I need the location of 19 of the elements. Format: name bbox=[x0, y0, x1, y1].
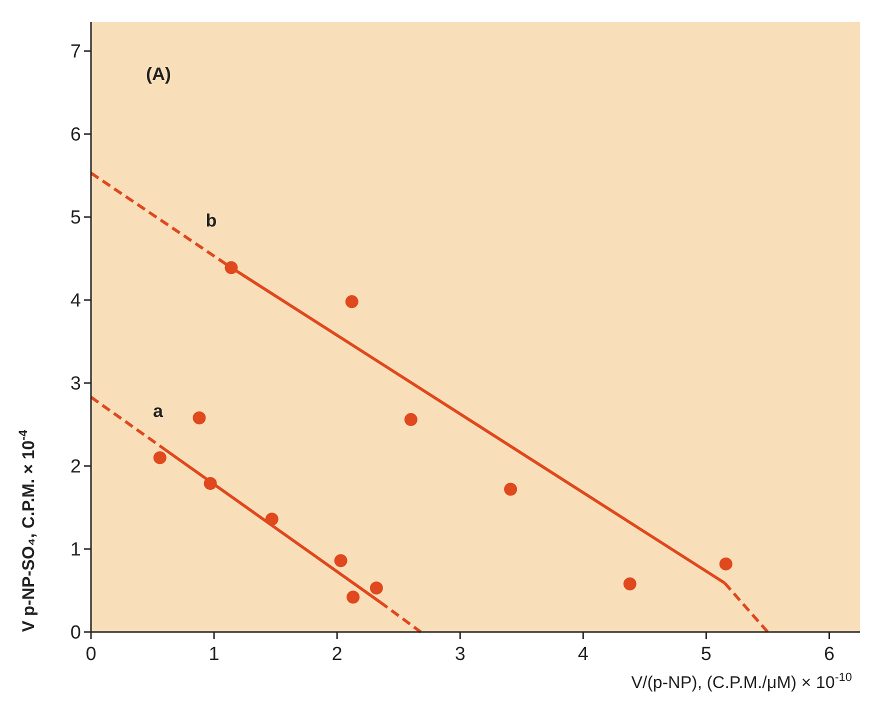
annotation: b bbox=[206, 210, 217, 231]
y-tick-label: 1 bbox=[70, 540, 81, 561]
x-tick-label: 1 bbox=[208, 644, 220, 665]
annotation: a bbox=[153, 400, 164, 421]
x-tick-label: 3 bbox=[454, 644, 466, 665]
y-tick-label: 3 bbox=[70, 374, 81, 395]
x-tick-label: 4 bbox=[578, 644, 589, 665]
y-tick-label: 4 bbox=[70, 290, 82, 312]
x-tick-label: 5 bbox=[700, 644, 712, 665]
x-tick-label: 2 bbox=[332, 644, 342, 665]
x-axis-title: V/(p-NP), (C.P.M./μM) × 10$^{-10}$ bbox=[631, 670, 852, 692]
y-tick-label: 7 bbox=[70, 42, 81, 63]
annotation: (A) bbox=[146, 64, 171, 84]
y-tick-label: 5 bbox=[70, 208, 81, 229]
y-tick-label: 6 bbox=[70, 124, 81, 146]
y-tick-label: 0 bbox=[70, 622, 81, 644]
x-tick-label: 0 bbox=[86, 644, 96, 665]
y-tick-label: 2 bbox=[70, 456, 81, 478]
x-tick-label: 6 bbox=[824, 644, 835, 665]
